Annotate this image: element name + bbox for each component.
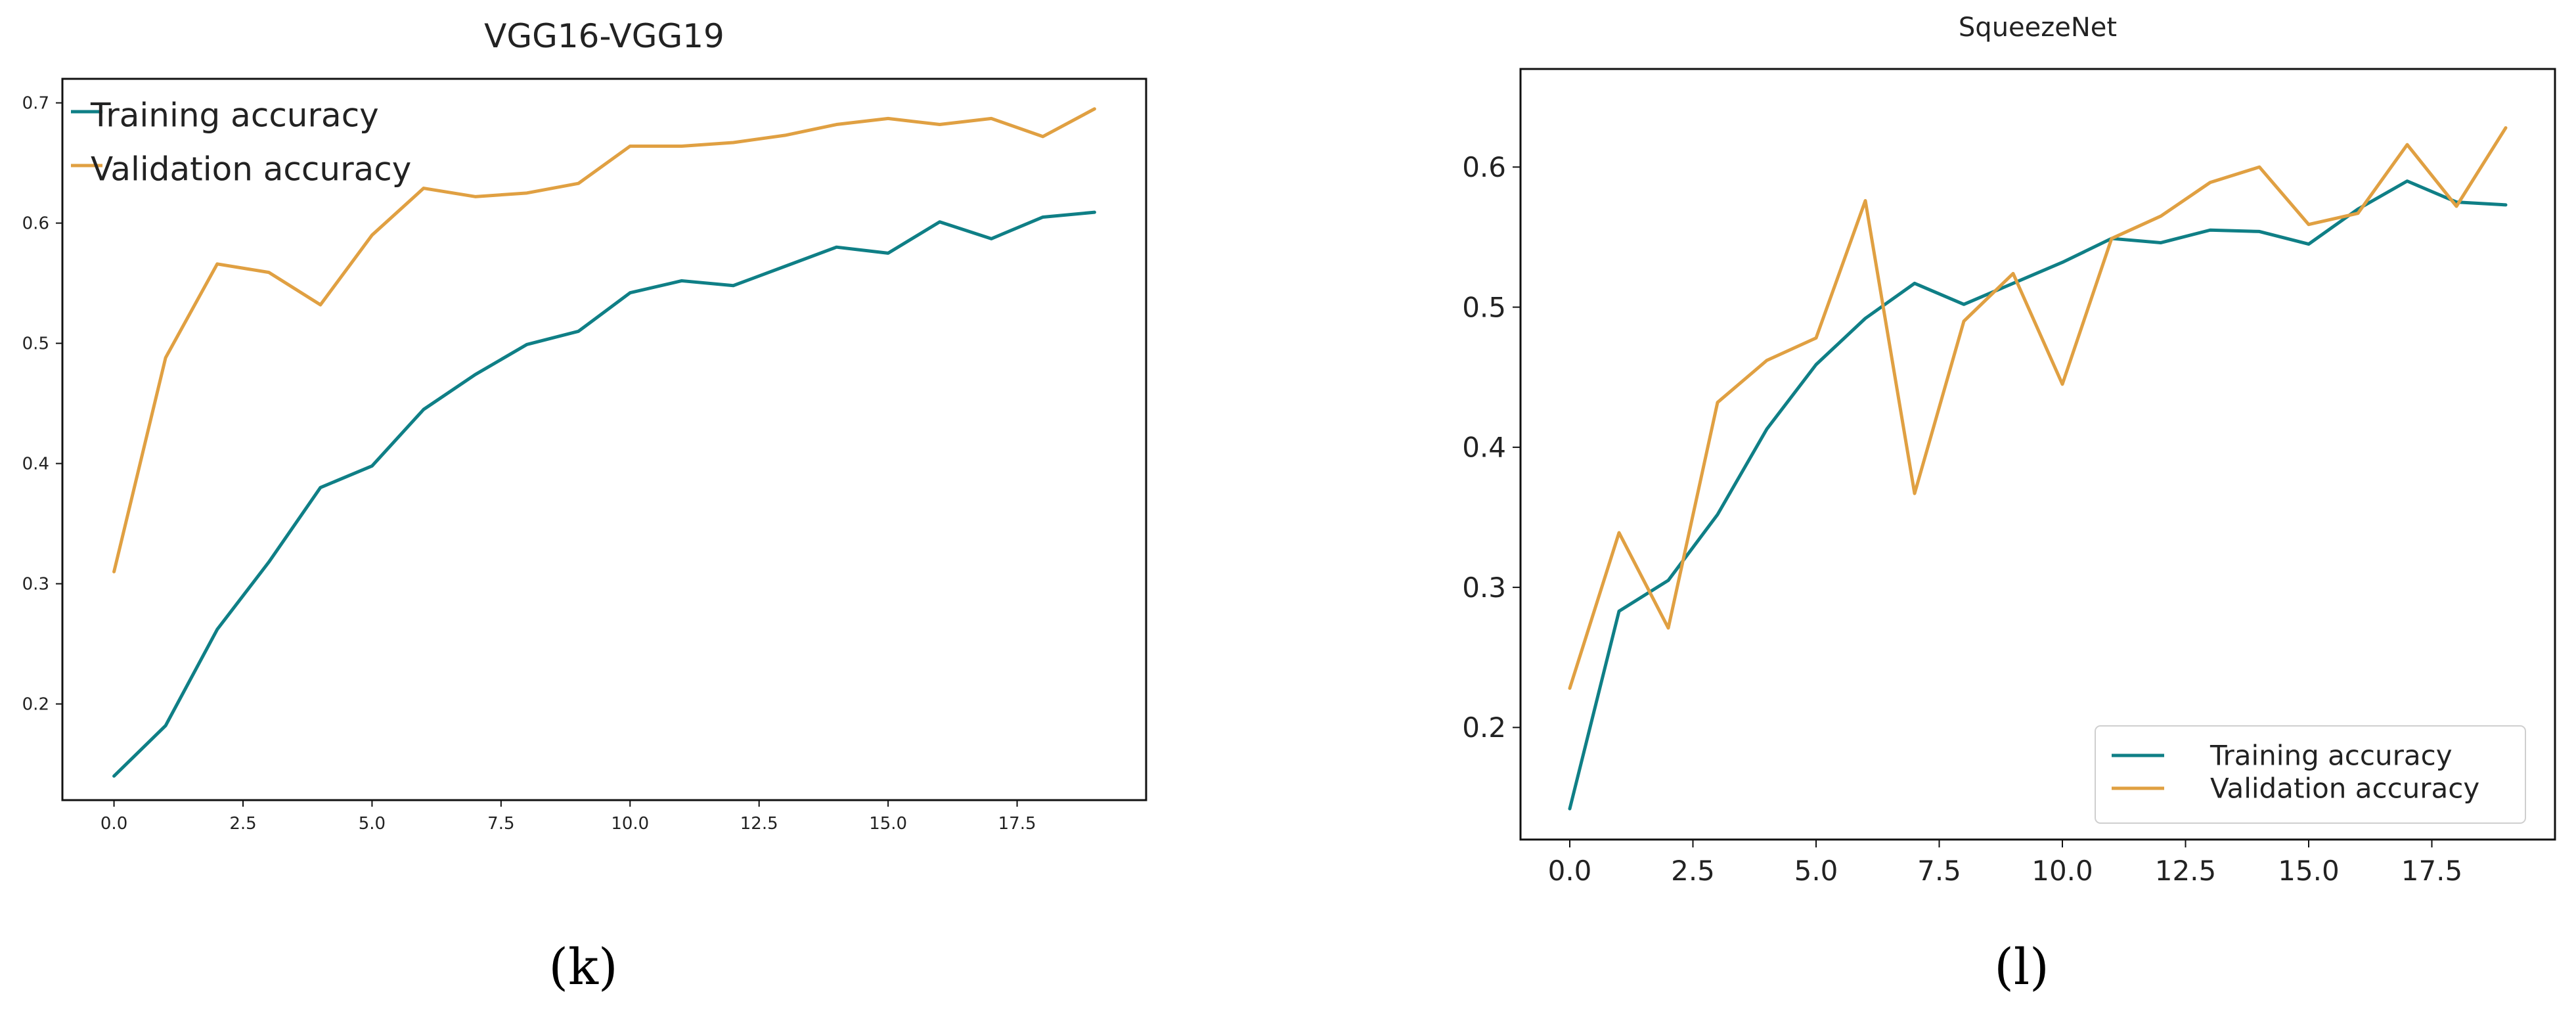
- y-tick-label: 0.6: [22, 214, 49, 234]
- x-tick-label: 7.5: [487, 814, 514, 834]
- y-tick-label: 0.3: [1462, 572, 1506, 604]
- caption-l: (l): [1994, 937, 2049, 996]
- series-line-training-accuracy: [1568, 179, 2508, 811]
- x-tick-label: 2.5: [1671, 855, 1715, 887]
- y-tick-label: 0.6: [1462, 151, 1506, 183]
- y-tick-label: 0.3: [22, 575, 49, 595]
- chart-squeezenet: SqueezeNet 0.0 2.5 5.0 7.5 10.0 12.5 15.0 17.5 0.…: [1462, 12, 2556, 887]
- x-tick-label: 15.0: [869, 814, 907, 834]
- x-tick-label: 2.5: [229, 814, 256, 834]
- legend: Training accuracy Validation accuracy: [71, 97, 411, 189]
- x-tick-label: 0.0: [100, 814, 127, 834]
- y-tick-label: 0.5: [1462, 291, 1506, 323]
- x-tick-label: 5.0: [1794, 855, 1838, 887]
- x-tick-label: 12.5: [2155, 855, 2217, 887]
- series-line-validation-accuracy: [1568, 126, 2508, 690]
- legend-label: Training accuracy: [90, 97, 379, 135]
- chart-vgg16-vgg19: VGG16-VGG19 0.0 2.5 5.0 7.5 10.0 12.5 15.0 17.5 0…: [22, 17, 1147, 834]
- plot-frame: [1519, 68, 2556, 841]
- y-tick-label: 0.5: [22, 334, 49, 354]
- x-tick-label: 17.5: [2401, 855, 2463, 887]
- y-tick-label: 0.4: [22, 455, 49, 474]
- plot-frame: [61, 78, 1147, 801]
- y-tick-label: 0.7: [22, 94, 49, 114]
- x-tick-label: 17.5: [998, 814, 1036, 834]
- legend-label: Validation accuracy: [2210, 773, 2479, 805]
- chart-title: VGG16-VGG19: [484, 17, 724, 55]
- series-line-validation-accuracy: [112, 107, 1096, 573]
- legend-label: Validation accuracy: [91, 150, 411, 189]
- x-tick-label: 7.5: [1917, 855, 1961, 887]
- y-tick-label: 0.4: [1462, 432, 1506, 464]
- x-tick-label: 0.0: [1548, 855, 1592, 887]
- y-tick-label: 0.2: [22, 695, 49, 715]
- caption-k: (k): [548, 937, 617, 996]
- y-tick-label: 0.2: [1462, 711, 1506, 744]
- series-line-training-accuracy: [112, 210, 1096, 778]
- legend-box: [2095, 725, 2526, 824]
- chart-title: SqueezeNet: [1959, 12, 2117, 43]
- legend-label: Training accuracy: [2210, 740, 2453, 772]
- x-tick-label: 15.0: [2278, 855, 2340, 887]
- x-tick-label: 5.0: [359, 814, 386, 834]
- x-tick-label: 10.0: [2032, 855, 2093, 887]
- x-tick-label: 10.0: [611, 814, 649, 834]
- x-tick-label: 12.5: [740, 814, 778, 834]
